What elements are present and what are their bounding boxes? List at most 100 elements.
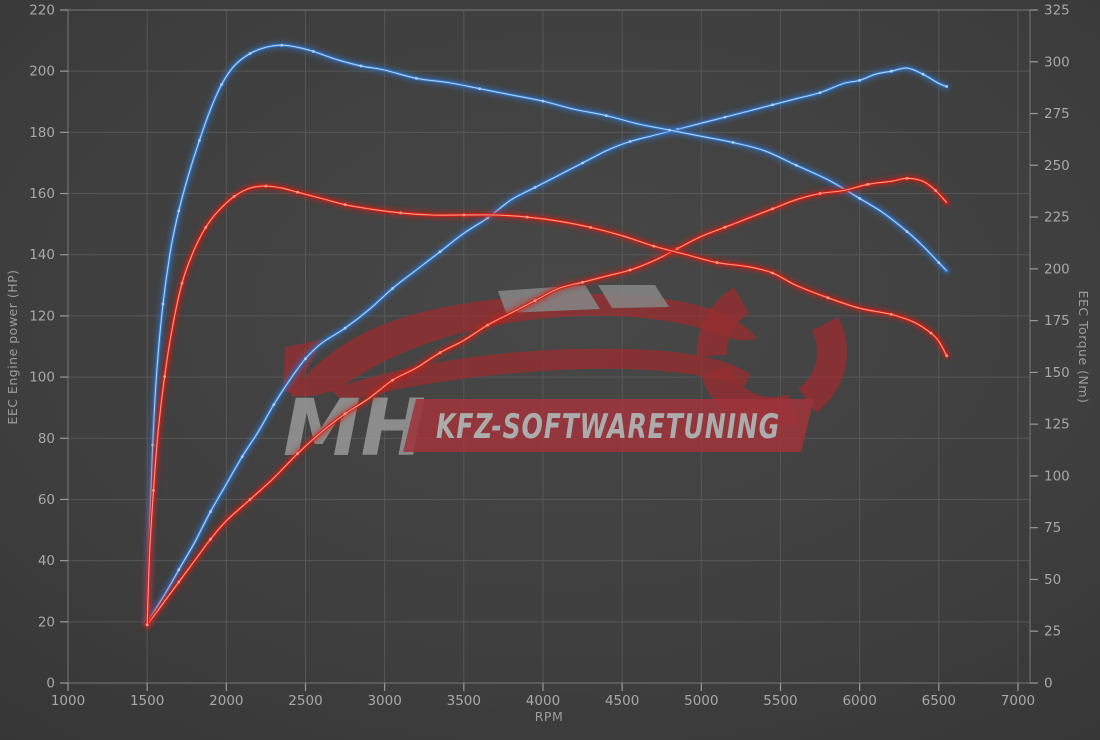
x-tick-label: 7000 [1001, 693, 1035, 709]
torque-red-marker [343, 203, 347, 207]
torque-red-marker [204, 226, 208, 229]
series-power-blue [143, 64, 951, 626]
power-red-marker [723, 225, 727, 229]
torque-red-marker [264, 184, 268, 188]
torque-red-marker [945, 354, 949, 358]
watermark-car-body [290, 293, 757, 397]
watermark-banner-text: KFZ-SOFTWARETUNING [436, 407, 780, 447]
power-red-marker [343, 412, 347, 416]
torque-red-marker [145, 623, 149, 627]
torque-red-marker [589, 226, 592, 229]
x-tick-label: 5500 [763, 693, 797, 709]
y-left-tick-label: 100 [29, 370, 55, 386]
torque-blue-marker [312, 50, 315, 53]
x-tick-label: 2000 [209, 693, 243, 709]
x-tick-label: 6000 [842, 693, 876, 709]
x-tick-label: 2500 [288, 693, 322, 709]
x-tick-label: 6500 [922, 693, 956, 709]
y-right-tick-label: 225 [1044, 210, 1070, 226]
y-left-tick-label: 220 [29, 3, 55, 19]
torque-red-marker [826, 296, 830, 300]
y-axis-right-title: EEC Torque (Nm) [1076, 291, 1091, 404]
power-red-marker [209, 537, 212, 541]
torque-blue-marker [161, 302, 165, 306]
power-blue-marker [209, 510, 212, 514]
power-red-marker [934, 189, 937, 192]
torque-blue-marker [359, 64, 363, 68]
power-red-core [146, 177, 948, 626]
torque-blue-marker [937, 261, 941, 264]
torque-blue-marker [177, 209, 181, 213]
torque-red-marker [163, 375, 167, 378]
power-blue-marker [818, 91, 822, 94]
torque-blue-marker [478, 87, 482, 91]
torque-red-core [146, 185, 948, 626]
torque-red-marker [715, 261, 719, 264]
plot-border [67, 9, 1031, 684]
torque-red-marker [462, 213, 466, 217]
power-blue-marker [628, 140, 632, 143]
y-right-tick-label: 125 [1044, 417, 1070, 433]
x-tick-label: 4500 [605, 693, 639, 709]
x-tick-label: 3000 [367, 693, 401, 709]
power-blue-marker [889, 69, 893, 73]
torque-blue-marker [905, 230, 909, 234]
torque-blue-marker [198, 139, 201, 142]
power-red-marker [818, 192, 822, 195]
torque-red-marker [771, 271, 774, 275]
y-right-tick-label: 325 [1044, 3, 1070, 19]
y-right-tick-label: 75 [1044, 520, 1061, 536]
torque-blue-marker [794, 163, 798, 167]
power-blue-marker [240, 455, 244, 458]
watermark-banner [403, 399, 814, 452]
power-blue-marker [945, 85, 949, 88]
torque-blue-marker [604, 114, 608, 117]
power-red-marker [296, 452, 299, 455]
y-left-tick-label: 140 [29, 247, 55, 263]
power-red-marker [533, 299, 537, 302]
power-blue-marker [921, 72, 925, 76]
x-tick-label: 1000 [51, 693, 85, 709]
y-left-tick-label: 80 [38, 431, 55, 447]
torque-red-marker [152, 489, 155, 492]
y-left-tick-label: 0 [46, 676, 55, 692]
series-layer [143, 41, 951, 629]
y-right-tick-label: 200 [1044, 261, 1070, 277]
torque-red-marker [296, 190, 299, 194]
watermark-monogram: MH [283, 384, 426, 474]
torque-blue-marker [731, 141, 735, 144]
y-left-tick-label: 120 [29, 308, 55, 324]
y-left-tick-label: 160 [29, 186, 55, 202]
y-right-tick-label: 175 [1044, 313, 1070, 329]
power-red-marker [248, 498, 252, 501]
watermark-car-window-front [598, 285, 669, 308]
y-right-tick-label: 150 [1044, 365, 1070, 381]
power-red-marker [771, 207, 774, 211]
y-left-tick-label: 180 [29, 125, 55, 141]
torque-blue-marker [220, 83, 224, 86]
power-red-marker [486, 323, 489, 327]
series-power-red [143, 174, 951, 629]
power-red-marker [391, 378, 394, 382]
torque-red-marker [232, 195, 236, 198]
x-tick-label: 5000 [684, 693, 718, 709]
y-left-tick-label: 60 [38, 492, 55, 508]
y-right-tick-label: 50 [1044, 572, 1061, 588]
power-blue-marker [723, 115, 727, 119]
power-blue-marker [858, 79, 861, 82]
power-red-marker [581, 280, 584, 284]
torque-blue-marker [668, 128, 671, 132]
torque-blue-marker [248, 52, 252, 55]
y-axis-left-title: EEC Engine power (HP) [5, 269, 20, 424]
torque-blue-marker [414, 76, 418, 80]
watermark-car-skirt [330, 348, 750, 398]
x-axis-title: RPM [535, 709, 564, 724]
torque-red-marker [525, 215, 529, 219]
power-blue-marker [272, 403, 276, 406]
torque-blue-marker [858, 197, 861, 200]
y-right-tick-label: 100 [1044, 468, 1070, 484]
y-right-tick-label: 250 [1044, 158, 1070, 174]
y-right-tick-label: 25 [1044, 624, 1061, 640]
watermark-speedo-ring [697, 277, 847, 427]
